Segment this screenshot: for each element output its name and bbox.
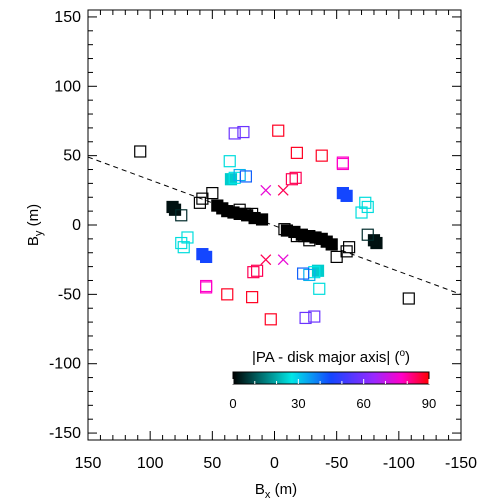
y-tick-label: 0 bbox=[72, 217, 81, 234]
colorbar-title: |PA - disk major axis| (o) bbox=[252, 348, 410, 366]
open-square-marker bbox=[289, 171, 302, 184]
filled-square-marker bbox=[311, 264, 325, 277]
open-square-marker bbox=[336, 156, 349, 169]
open-square-marker bbox=[290, 146, 303, 159]
open-square-marker bbox=[278, 223, 291, 236]
open-square-marker bbox=[296, 267, 310, 280]
x-tick-label: 50 bbox=[203, 455, 221, 472]
x-tick-label: -100 bbox=[383, 455, 415, 472]
open-square-marker bbox=[355, 206, 368, 219]
colorbar-tick-label: 0 bbox=[229, 396, 236, 411]
open-square-marker bbox=[223, 155, 236, 168]
dashed-line-group bbox=[87, 156, 462, 295]
open-square-marker bbox=[200, 281, 213, 294]
open-square-marker bbox=[175, 209, 188, 222]
x-tick-label: 100 bbox=[137, 455, 164, 472]
filled-square-marker bbox=[196, 248, 209, 261]
open-square-marker bbox=[238, 207, 251, 221]
open-square-marker bbox=[246, 291, 259, 304]
x-axis-title: Bx (m) bbox=[255, 481, 297, 499]
x-tick-label: -50 bbox=[325, 455, 348, 472]
open-square-marker bbox=[221, 288, 234, 301]
open-square-marker bbox=[343, 241, 356, 254]
y-tick-label: -50 bbox=[58, 286, 81, 303]
open-square-marker bbox=[193, 196, 206, 209]
colorbar-tick-label: 60 bbox=[356, 396, 370, 411]
x-tick-label: 0 bbox=[270, 455, 279, 472]
y-tick-label: 150 bbox=[54, 9, 81, 26]
x-tick-label: 150 bbox=[75, 455, 102, 472]
cross-marker bbox=[260, 254, 272, 266]
filled-square-marker bbox=[224, 173, 238, 186]
colorbar bbox=[232, 371, 430, 385]
open-square-marker bbox=[239, 170, 253, 183]
y-axis-title: By (m) bbox=[25, 204, 45, 246]
open-square-marker bbox=[134, 145, 147, 158]
cross-marker bbox=[260, 184, 272, 196]
filled-square-marker bbox=[340, 189, 353, 202]
colorbar-tick-label: 90 bbox=[422, 396, 436, 411]
y-tick-label: -100 bbox=[49, 356, 81, 373]
open-square-marker bbox=[290, 229, 303, 243]
open-square-marker bbox=[250, 264, 264, 277]
open-square-marker bbox=[402, 292, 415, 305]
y-tick-label: -150 bbox=[49, 425, 81, 442]
open-square-marker bbox=[228, 127, 241, 140]
open-square-marker bbox=[237, 125, 250, 139]
open-square-marker bbox=[299, 311, 312, 325]
open-square-marker bbox=[206, 186, 219, 200]
cross-marker bbox=[277, 254, 289, 266]
open-square-marker bbox=[315, 149, 328, 162]
open-square-marker bbox=[233, 168, 246, 182]
open-square-marker bbox=[181, 231, 194, 244]
open-square-marker bbox=[177, 241, 190, 254]
open-square-marker bbox=[330, 250, 343, 264]
open-square-marker bbox=[272, 124, 285, 137]
cross-marker bbox=[277, 184, 289, 196]
x-tick-label: -150 bbox=[445, 455, 477, 472]
open-square-marker bbox=[313, 282, 326, 295]
open-square-marker bbox=[303, 268, 316, 282]
y-tick-label: 100 bbox=[54, 78, 81, 95]
axis-ticks bbox=[87, 10, 462, 440]
open-square-marker bbox=[359, 196, 372, 209]
data-points bbox=[134, 124, 415, 326]
open-square-marker bbox=[247, 266, 260, 279]
colorbar-tick-label: 30 bbox=[291, 396, 305, 411]
y-tick-label: 50 bbox=[63, 148, 81, 165]
open-square-marker bbox=[285, 173, 299, 186]
open-square-marker bbox=[246, 207, 259, 221]
colorbar-ticks: 0 30 60 90 bbox=[229, 379, 436, 411]
dashed-line bbox=[87, 156, 462, 295]
open-square-marker bbox=[361, 228, 374, 241]
open-square-marker bbox=[264, 313, 277, 326]
open-square-marker bbox=[308, 310, 321, 323]
axis-tick-labels: 150 100 50 0 -50 -100 -150 150 100 50 0 -50 -100 -150 bbox=[49, 9, 477, 472]
open-square-marker bbox=[298, 229, 311, 243]
